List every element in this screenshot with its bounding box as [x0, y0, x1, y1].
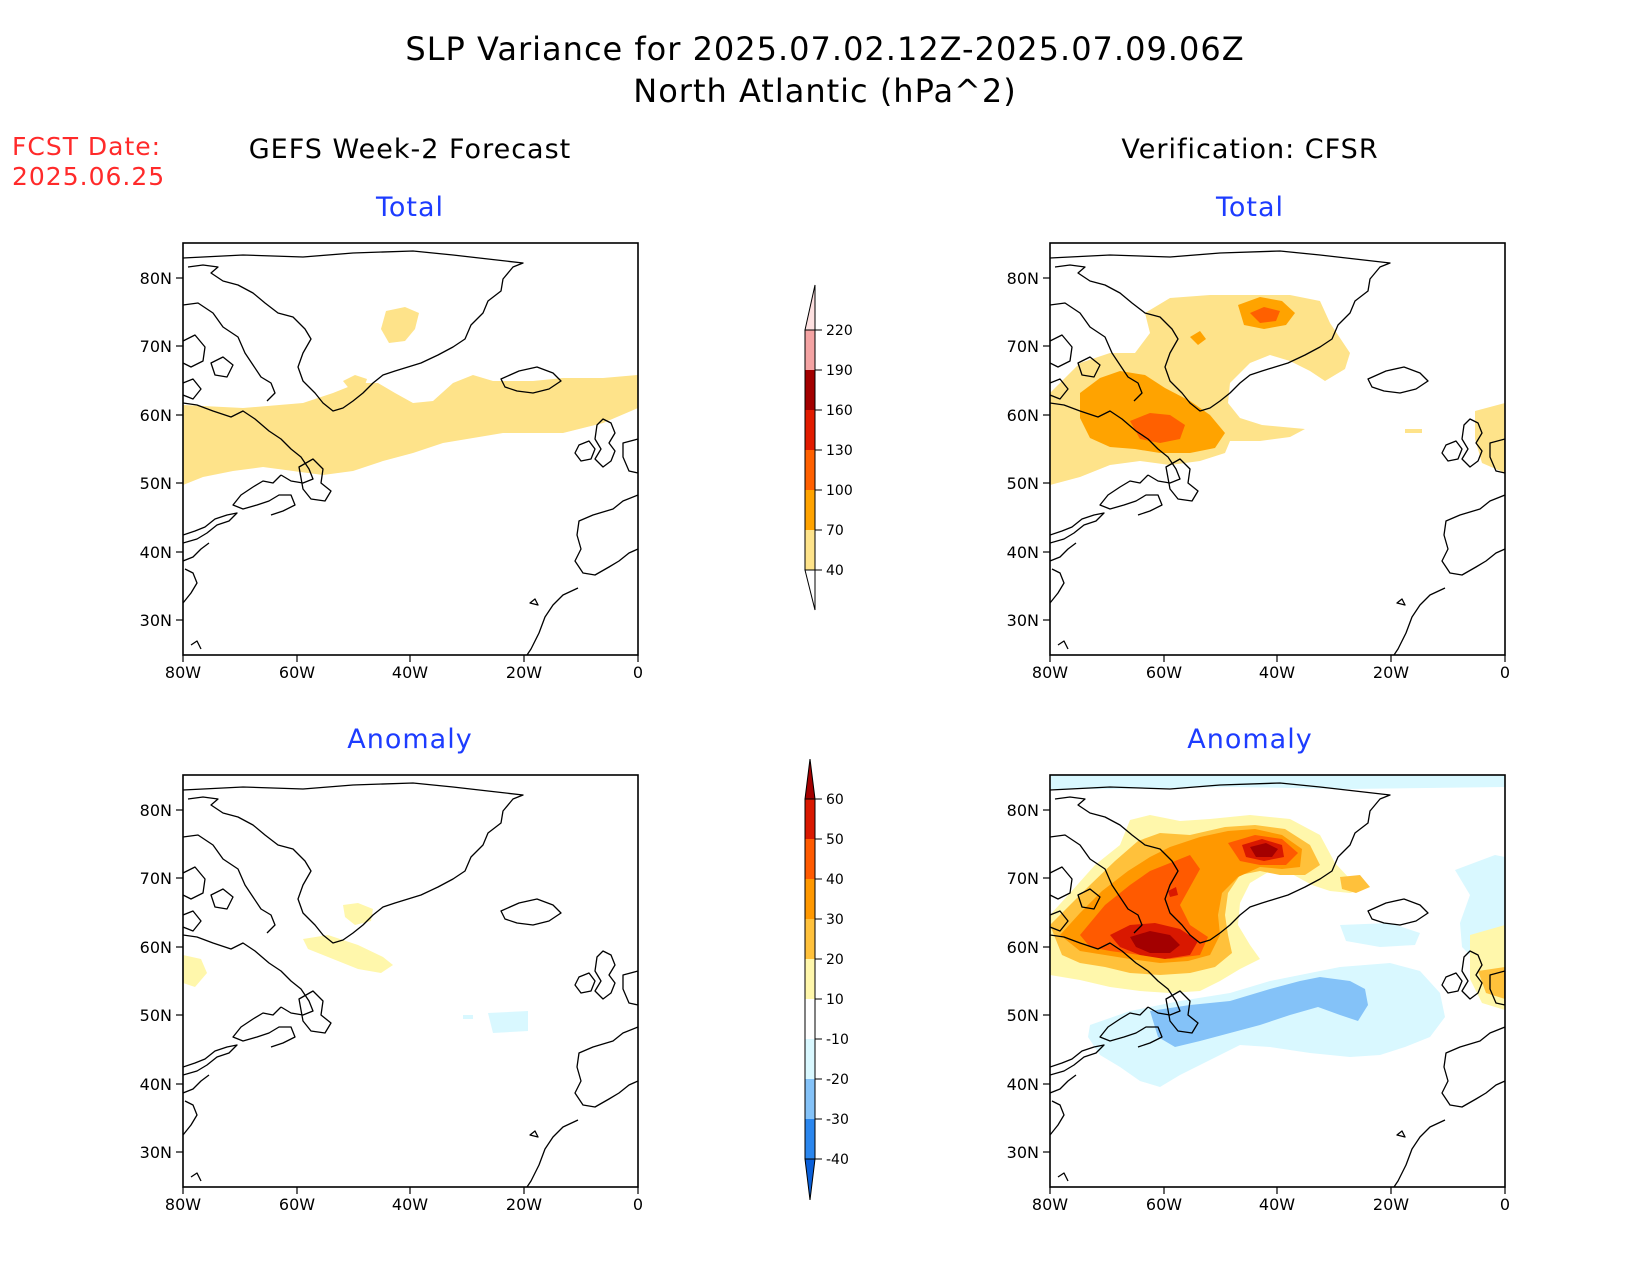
lat-label: 70N: [140, 337, 172, 356]
lon-label: 20W: [1373, 663, 1409, 682]
colorbar-total-label: 220: [826, 323, 853, 339]
lat-label: 50N: [1007, 1006, 1039, 1025]
variance-contour-fcst-anomaly: [183, 903, 528, 1033]
lat-label: 30N: [140, 1143, 172, 1162]
colorbar-total-label: 160: [826, 403, 853, 419]
colorbar-total-label: 100: [826, 483, 853, 499]
lat-label: 70N: [1007, 337, 1039, 356]
lon-label: 40W: [392, 1195, 428, 1214]
colorbar-total-label: 130: [826, 443, 853, 459]
lon-label: 80W: [1032, 663, 1068, 682]
colorbar-total: 220 190 160 130 100 70 40: [804, 284, 853, 611]
lat-label: 40N: [140, 543, 172, 562]
lat-label: 30N: [140, 611, 172, 630]
panel-subtitle-obs-total: Total: [1215, 192, 1285, 223]
left-column-title: GEFS Week-2 Forecast: [248, 134, 572, 165]
lon-label: 20W: [506, 663, 542, 682]
colorbar-anomaly-label: 10: [826, 992, 844, 1008]
colorbar-anomaly-label: -20: [826, 1072, 849, 1088]
lat-label: 70N: [1007, 869, 1039, 888]
panel-subtitle-fcst-total: Total: [375, 192, 445, 223]
lat-label: 70N: [140, 869, 172, 888]
lat-label: 80N: [140, 801, 172, 820]
fcst-date-label: FCST Date:: [12, 132, 162, 161]
lon-label: 80W: [1032, 1195, 1068, 1214]
lat-label: 80N: [1007, 269, 1039, 288]
lat-label: 50N: [140, 474, 172, 493]
lon-label: 80W: [165, 663, 201, 682]
colorbar-anomaly-label: 60: [826, 792, 844, 808]
colorbar-anomaly-label: -10: [826, 1032, 849, 1048]
lon-label: 60W: [1146, 663, 1182, 682]
panel-subtitle-fcst-anomaly: Anomaly: [347, 724, 473, 755]
colorbar-total-label: 190: [826, 363, 853, 379]
colorbar-anomaly-label: -30: [826, 1112, 849, 1128]
lon-label: 0: [1500, 1195, 1510, 1214]
lat-label: 50N: [140, 1006, 172, 1025]
lat-label: 60N: [1007, 406, 1039, 425]
map-panel-obs-anomaly: [1049, 774, 1506, 1188]
lat-label: 60N: [1007, 938, 1039, 957]
colorbar-anomaly-label: 40: [826, 872, 844, 888]
lon-label: 0: [633, 1195, 643, 1214]
lon-label: 80W: [165, 1195, 201, 1214]
lon-label: 0: [1500, 663, 1510, 682]
lon-label: 40W: [1259, 1195, 1295, 1214]
lon-label: 40W: [392, 663, 428, 682]
fcst-date-value: 2025.06.25: [12, 162, 166, 191]
colorbar-total-label: 70: [826, 523, 844, 539]
lon-label: 60W: [279, 663, 315, 682]
map-panel-fcst-anomaly: [182, 774, 639, 1188]
variance-contour-obs-anomaly: [1050, 775, 1505, 1087]
map-panel-fcst-total: [182, 242, 639, 656]
lat-label: 40N: [1007, 543, 1039, 562]
lat-label: 80N: [140, 269, 172, 288]
lon-label: 20W: [506, 1195, 542, 1214]
colorbar-total-label: 40: [826, 563, 844, 579]
right-column-title: Verification: CFSR: [1121, 134, 1379, 165]
axes-ticks: 80N 70N 60N 50N 40N 30N 80N 70N 60N 50N …: [140, 269, 1510, 1214]
lon-label: 40W: [1259, 663, 1295, 682]
lon-label: 60W: [279, 1195, 315, 1214]
colorbar-anomaly-label: -40: [826, 1152, 849, 1168]
colorbar-anomaly-label: 50: [826, 832, 844, 848]
main-subtitle: North Atlantic (hPa^2): [633, 72, 1017, 110]
lat-label: 30N: [1007, 611, 1039, 630]
variance-contour-obs-total: [1050, 295, 1505, 485]
lon-label: 0: [633, 663, 643, 682]
map-panel-obs-total: [1049, 242, 1506, 656]
lat-label: 50N: [1007, 474, 1039, 493]
colorbar-anomaly: 60 50 40 30 20 10 -10 -20 -30 -40: [804, 758, 849, 1201]
lat-label: 60N: [140, 406, 172, 425]
lat-label: 60N: [140, 938, 172, 957]
variance-contour-fcst-total: [183, 307, 638, 485]
panel-subtitle-obs-anomaly: Anomaly: [1187, 724, 1313, 755]
lat-label: 40N: [140, 1075, 172, 1094]
lat-label: 40N: [1007, 1075, 1039, 1094]
lat-label: 30N: [1007, 1143, 1039, 1162]
colorbar-anomaly-label: 30: [826, 912, 844, 928]
main-title: SLP Variance for 2025.07.02.12Z-2025.07.…: [405, 30, 1245, 68]
colorbar-anomaly-label: 20: [826, 952, 844, 968]
lat-label: 80N: [1007, 801, 1039, 820]
lon-label: 20W: [1373, 1195, 1409, 1214]
lon-label: 60W: [1146, 1195, 1182, 1214]
